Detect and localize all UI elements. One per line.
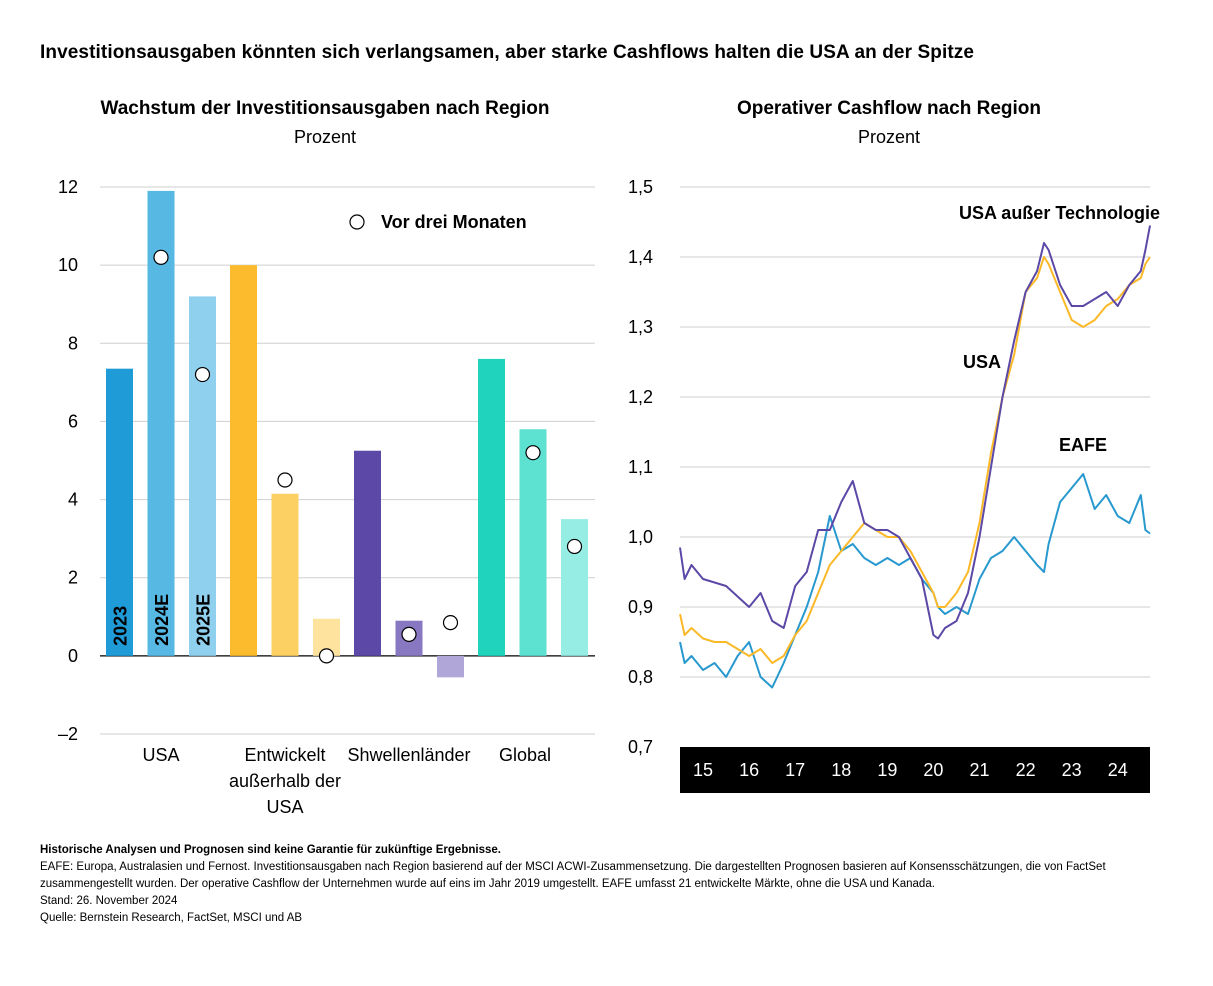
- right-chart-title: Operativer Cashflow nach Region: [736, 98, 1042, 119]
- x-tick-label: 15: [693, 760, 713, 780]
- footnotes: Historische Analysen und Prognosen sind …: [40, 842, 1180, 927]
- footnote-date: Stand: 26. November 2024: [40, 895, 178, 907]
- left-chart-subtitle: Prozent: [293, 127, 357, 147]
- y-tick-label: 0,7: [628, 737, 653, 757]
- bar-year-label: 2023: [111, 606, 131, 646]
- y-tick-label: 12: [58, 177, 78, 197]
- series-line: [679, 256, 1151, 664]
- bar: [437, 655, 464, 678]
- series-line: [679, 225, 1151, 640]
- footnote-source: Quelle: Bernstein Research, FactSet, MSC…: [40, 912, 303, 924]
- legend-label: Vor drei Monaten: [381, 212, 527, 232]
- y-tick-label: 1,4: [628, 247, 653, 267]
- category-label: außerhalb der: [229, 771, 341, 791]
- y-tick-label: 2: [68, 568, 78, 588]
- bar: [519, 429, 547, 656]
- prior-marker: [194, 366, 211, 383]
- series-label: USA außer Technologie: [959, 203, 1160, 223]
- bar: [106, 368, 133, 656]
- series-label: EAFE: [1059, 435, 1107, 455]
- prior-marker: [401, 626, 417, 642]
- x-axis-band: [680, 747, 1150, 793]
- footnote-line-2: zusammengestellt wurden. Der operative C…: [40, 878, 935, 890]
- x-tick-label: 18: [831, 760, 851, 780]
- x-tick-label: 16: [739, 760, 759, 780]
- x-tick-label: 23: [1062, 760, 1082, 780]
- category-label: USA: [266, 797, 303, 817]
- y-tick-label: –2: [58, 724, 78, 744]
- y-tick-label: 10: [58, 255, 78, 275]
- y-tick-label: 0,9: [628, 597, 653, 617]
- x-tick-label: 24: [1108, 760, 1128, 780]
- left-chart-title: Wachstum der Investitionsausgaben nach R…: [100, 98, 550, 119]
- prior-marker: [318, 648, 335, 664]
- y-tick-label: 6: [68, 411, 78, 431]
- main-title: Investitionsausgaben könnten sich verlan…: [40, 42, 975, 63]
- bar: [271, 493, 299, 656]
- x-tick-label: 20: [923, 760, 943, 780]
- y-tick-label: 1,1: [628, 457, 653, 477]
- y-tick-label: 0: [68, 646, 78, 666]
- bar: [478, 358, 505, 656]
- prior-marker: [153, 249, 169, 265]
- footnote-disclaimer: Historische Analysen und Prognosen sind …: [40, 844, 501, 856]
- x-tick-label: 22: [1016, 760, 1036, 780]
- right-chart-subtitle: Prozent: [857, 127, 921, 147]
- bar-year-label: 2024E: [152, 594, 172, 646]
- prior-marker: [566, 538, 583, 555]
- series-line: [679, 473, 1151, 689]
- y-tick-label: 1,2: [628, 387, 653, 407]
- category-label: Global: [499, 745, 551, 765]
- y-tick-label: 8: [68, 333, 78, 353]
- x-tick-label: 19: [877, 760, 897, 780]
- y-tick-label: 1,0: [628, 527, 653, 547]
- legend-marker: [349, 214, 365, 230]
- x-tick-label: 21: [969, 760, 989, 780]
- y-tick-label: 1,3: [628, 317, 653, 337]
- y-tick-label: 0,8: [628, 667, 653, 687]
- category-label: Entwickelt: [244, 745, 325, 765]
- y-tick-label: 4: [68, 490, 78, 510]
- category-label: Shwellenländer: [347, 745, 470, 765]
- bar-year-label: 2025E: [194, 594, 214, 646]
- category-label: USA: [142, 745, 179, 765]
- prior-marker: [525, 445, 541, 461]
- prior-marker: [442, 615, 459, 631]
- bar: [230, 265, 257, 656]
- footnote-line-1: EAFE: Europa, Australasien und Fernost. …: [40, 861, 1106, 873]
- prior-marker: [277, 472, 293, 488]
- bar: [189, 296, 216, 656]
- y-tick-label: 1,5: [628, 177, 653, 197]
- bar: [354, 450, 381, 656]
- series-label: USA: [963, 352, 1001, 372]
- bar: [147, 190, 175, 656]
- x-tick-label: 17: [785, 760, 805, 780]
